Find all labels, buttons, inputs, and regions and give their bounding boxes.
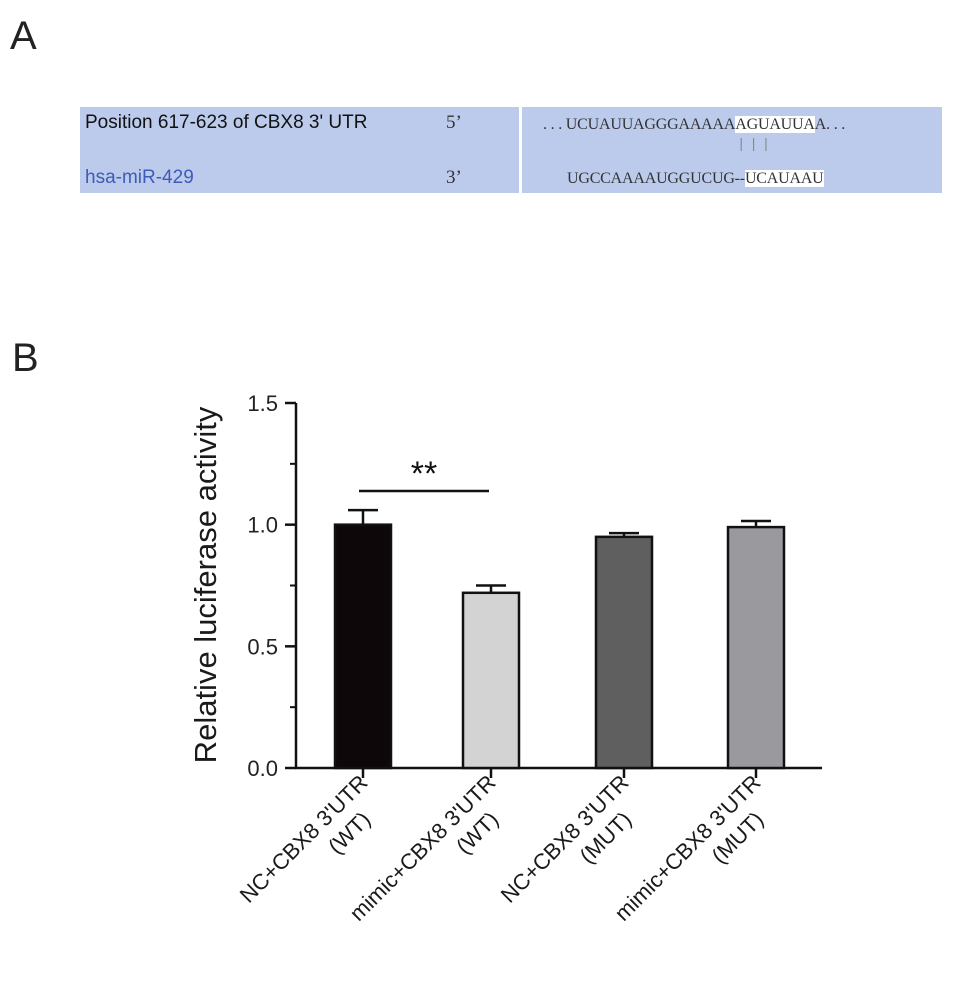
utr-seed-site: AGUAUUA — [735, 116, 815, 133]
mirna-sequence: UGCCAAAAUGGUCUG--UCAUAAU — [567, 170, 824, 188]
x-category-label: mimic+CBX8 3'UTR(WT) — [345, 770, 521, 946]
bar — [594, 535, 654, 770]
panel-label-a: A — [10, 14, 37, 58]
utr-sequence-upstream: . . . UCUAUUAGGGAAAAA — [543, 116, 736, 133]
utr-sequence-downstream: A. . . — [814, 116, 846, 133]
panel-label-b: B — [12, 336, 39, 380]
bar — [461, 591, 521, 770]
y-axis-label: Relative luciferase activity — [188, 406, 223, 763]
base-pair-lines: ||| — [737, 137, 775, 153]
utr-sequence: . . . UCUAUUAGGGAAAAAAGUAUUAA. . . — [543, 116, 845, 134]
bar — [726, 525, 786, 770]
x-category-label: mimic+CBX8 3'UTR(MUT) — [610, 770, 786, 946]
sequence-alignment-box: Position 617-623 of CBX8 3' UTR hsa-miR-… — [80, 107, 942, 193]
utr-position-label: Position 617-623 of CBX8 3' UTR — [85, 112, 368, 133]
y-tick-label: 1.0 — [247, 513, 278, 538]
alignment-divider — [519, 107, 522, 193]
y-tick-label: 0.0 — [247, 756, 278, 781]
y-tick-label: 1.5 — [247, 391, 278, 416]
five-prime-marker: 5’ — [446, 112, 462, 133]
y-tick-label: 0.5 — [247, 634, 278, 659]
significance-label: ** — [411, 455, 437, 493]
three-prime-marker: 3’ — [446, 167, 462, 188]
bar — [333, 523, 393, 770]
mirna-label: hsa-miR-429 — [85, 167, 194, 188]
mirna-sequence-body: UGCCAAAAUGGUCUG-- — [567, 170, 745, 187]
mirna-seed-region: UCAUAAU — [744, 170, 824, 187]
